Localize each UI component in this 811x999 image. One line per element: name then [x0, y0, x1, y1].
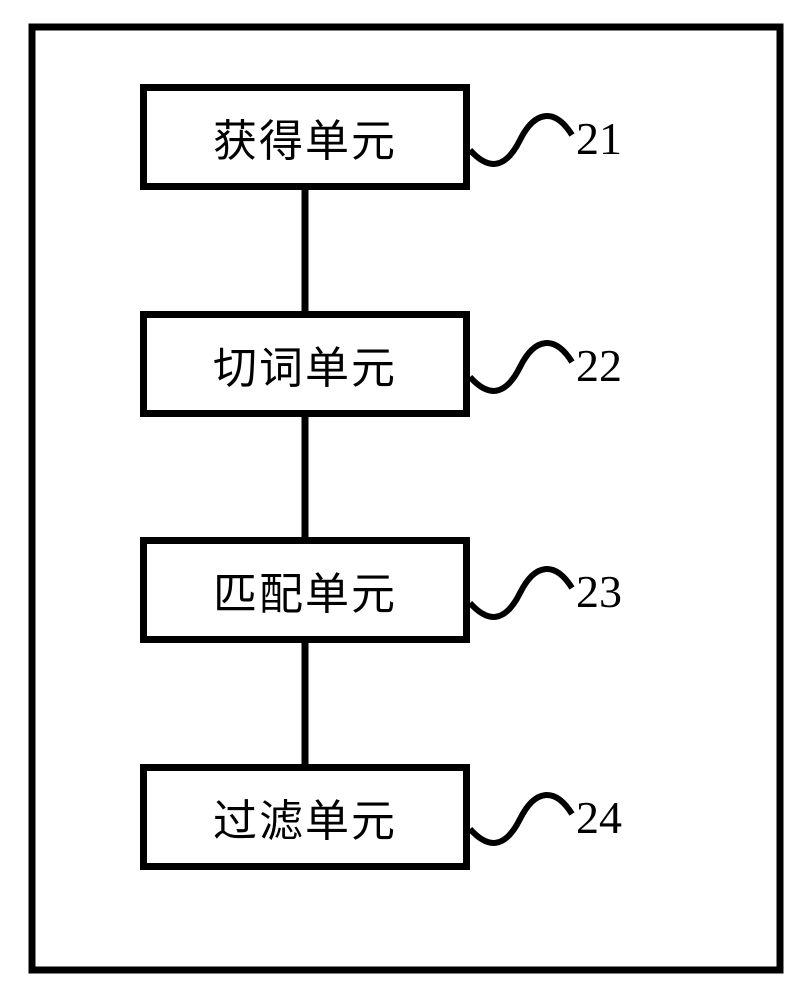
ref-number: 22 [576, 339, 622, 392]
node-label: 获得单元 [213, 105, 397, 169]
ref-number: 21 [576, 112, 622, 165]
node-match-unit: 匹配单元 [140, 537, 470, 643]
lead-line-squiggle [470, 343, 572, 391]
node-label: 过滤单元 [213, 785, 397, 849]
ref-number: 24 [576, 791, 622, 844]
node-label: 匹配单元 [213, 558, 397, 622]
node-label: 切词单元 [213, 332, 397, 396]
lead-line-squiggle [470, 116, 572, 164]
ref-number: 23 [576, 565, 622, 618]
node-segment-unit: 切词单元 [140, 311, 470, 417]
lead-line-squiggle [470, 569, 572, 617]
lead-line-squiggle [470, 795, 572, 843]
node-obtain-unit: 获得单元 [140, 84, 470, 190]
flowchart-diagram: 获得单元 21 切词单元 22 匹配单元 23 过滤单元 24 [0, 0, 811, 999]
node-filter-unit: 过滤单元 [140, 764, 470, 870]
